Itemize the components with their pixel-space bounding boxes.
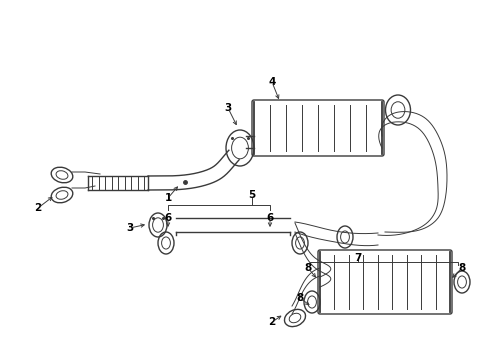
Text: 8: 8 [296, 293, 303, 303]
Text: 3: 3 [224, 103, 231, 113]
Text: 2: 2 [34, 203, 41, 213]
Text: 8: 8 [457, 263, 465, 273]
Text: 7: 7 [354, 253, 361, 263]
Text: 1: 1 [164, 193, 171, 203]
Text: 5: 5 [248, 190, 255, 200]
Text: 3: 3 [126, 223, 133, 233]
Text: 6: 6 [164, 213, 171, 223]
Text: 8: 8 [304, 263, 311, 273]
Text: 2: 2 [268, 317, 275, 327]
Text: 4: 4 [268, 77, 275, 87]
Text: 6: 6 [266, 213, 273, 223]
